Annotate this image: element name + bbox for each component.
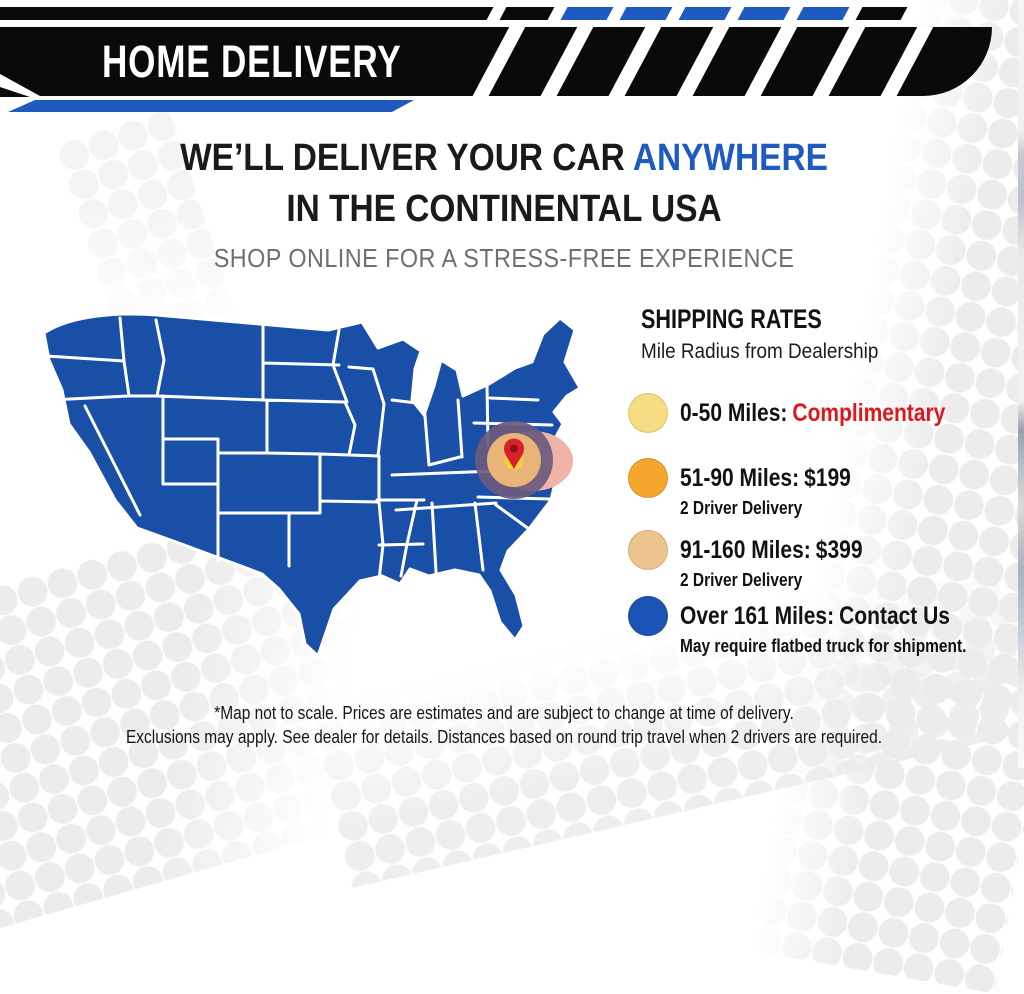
banner-slash — [728, 27, 808, 96]
rate-label: 51-90 Miles: $199 — [680, 458, 851, 498]
banner-slash — [660, 27, 740, 96]
rate-range: 51-90 Miles: — [680, 464, 800, 492]
header-banner: HOME DELIVERY — [0, 27, 992, 96]
disclaimer: *Map not to scale. Prices are estimates … — [0, 701, 1008, 749]
rate-price: $199 — [804, 464, 851, 492]
disclaimer-line2: Exclusions may apply. See dealer for det… — [125, 727, 883, 747]
rate-note: May require flatbed truck for shipment. — [680, 636, 967, 656]
screen-edge-artifact — [1018, 0, 1024, 768]
rate-range: 91-160 Miles: — [680, 536, 811, 564]
usa-map — [26, 303, 608, 688]
radius-dot-51-90 — [628, 458, 668, 498]
top-stripe-segment — [0, 7, 494, 20]
rates-heading: SHIPPING RATES — [641, 304, 822, 334]
hero-title-text: WE’LL DELIVER YOUR CAR — [180, 137, 625, 179]
banner-corner-triangle — [0, 87, 30, 97]
hero-subtitle: SHOP ONLINE FOR A STRESS-FREE EXPERIENCE — [213, 243, 795, 273]
header-blue-stripe — [8, 100, 414, 112]
blue-dash — [737, 7, 791, 20]
rate-price: Contact Us — [839, 602, 950, 630]
rate-note: 2 Driver Delivery — [680, 570, 803, 590]
top-stripe-segment — [855, 7, 908, 20]
rate-price: Complimentary — [792, 399, 946, 427]
rate-label: 0-50 Miles: Complimentary — [680, 393, 945, 433]
hero-title-accent: ANYWHERE — [632, 137, 828, 179]
rates-subheading: Mile Radius from Dealership — [641, 340, 879, 363]
rate-range: 0-50 Miles: — [680, 399, 788, 427]
banner-slash — [796, 27, 876, 96]
radius-dot-0-50 — [628, 393, 668, 433]
banner-slash — [592, 27, 672, 96]
blue-dash — [796, 7, 850, 20]
page-title: HOME DELIVERY — [102, 36, 402, 87]
rate-label: 91-160 Miles: $399 — [680, 530, 863, 570]
rate-price: $399 — [815, 536, 863, 564]
blue-dash — [619, 7, 673, 20]
usa-state-borders — [44, 316, 554, 582]
hero-title-line2: IN THE CONTINENTAL USA — [286, 188, 722, 230]
blue-dash — [560, 7, 614, 20]
shipping-rates-panel: SHIPPING RATES Mile Radius from Dealersh… — [626, 304, 1024, 664]
disclaimer-line1: *Map not to scale. Prices are estimates … — [214, 703, 794, 723]
hero-title-line1: WE’LL DELIVER YOUR CAR ANYWHERE — [60, 137, 947, 180]
banner-slash — [864, 27, 944, 96]
rate-range: Over 161 Miles: — [680, 602, 835, 630]
top-stripe-segment — [499, 7, 555, 20]
banner-slash — [524, 27, 604, 96]
banner-slash — [456, 27, 536, 96]
usa-map-outline — [42, 312, 582, 658]
blue-dash — [678, 7, 732, 20]
rate-label: Over 161 Miles: Contact Us — [680, 596, 960, 636]
radius-dot-91-160 — [628, 530, 668, 570]
radius-dot-over-161 — [628, 596, 668, 636]
rate-note: 2 Driver Delivery — [680, 498, 803, 518]
location-pin-icon — [504, 438, 524, 469]
usa-map-svg — [42, 312, 582, 658]
